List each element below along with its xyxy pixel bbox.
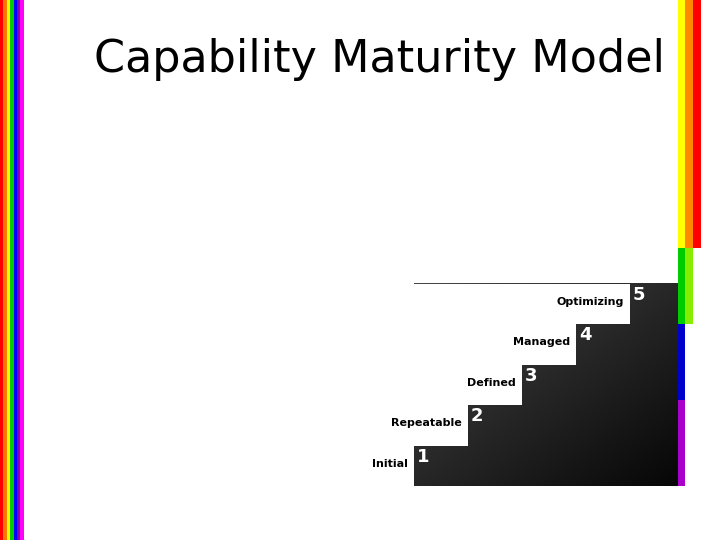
Bar <box>678 248 685 324</box>
Text: 3: 3 <box>525 367 537 384</box>
Text: Repeatable: Repeatable <box>392 418 462 428</box>
Text: Initial: Initial <box>372 458 408 469</box>
Bar <box>414 284 468 446</box>
Bar <box>20 0 24 540</box>
Bar <box>522 284 576 364</box>
Bar <box>678 324 685 400</box>
Text: 2: 2 <box>471 407 483 425</box>
Bar <box>4 0 6 540</box>
Bar <box>576 284 630 324</box>
Text: Optimizing: Optimizing <box>557 296 624 307</box>
Bar <box>693 0 701 248</box>
Bar <box>14 0 17 540</box>
Bar <box>10 0 14 540</box>
Bar <box>6 0 10 540</box>
Bar <box>685 0 693 248</box>
Text: Defined: Defined <box>467 377 516 388</box>
Bar <box>17 0 20 540</box>
Text: Capability Maturity Model: Capability Maturity Model <box>94 38 665 81</box>
Bar <box>678 400 685 486</box>
Bar <box>685 248 693 324</box>
Text: 5: 5 <box>633 286 645 303</box>
Text: Managed: Managed <box>513 337 570 347</box>
Text: 1: 1 <box>417 448 429 465</box>
Bar <box>468 284 522 405</box>
Text: 4: 4 <box>579 326 591 344</box>
Bar <box>678 0 685 248</box>
Bar <box>0 0 4 540</box>
